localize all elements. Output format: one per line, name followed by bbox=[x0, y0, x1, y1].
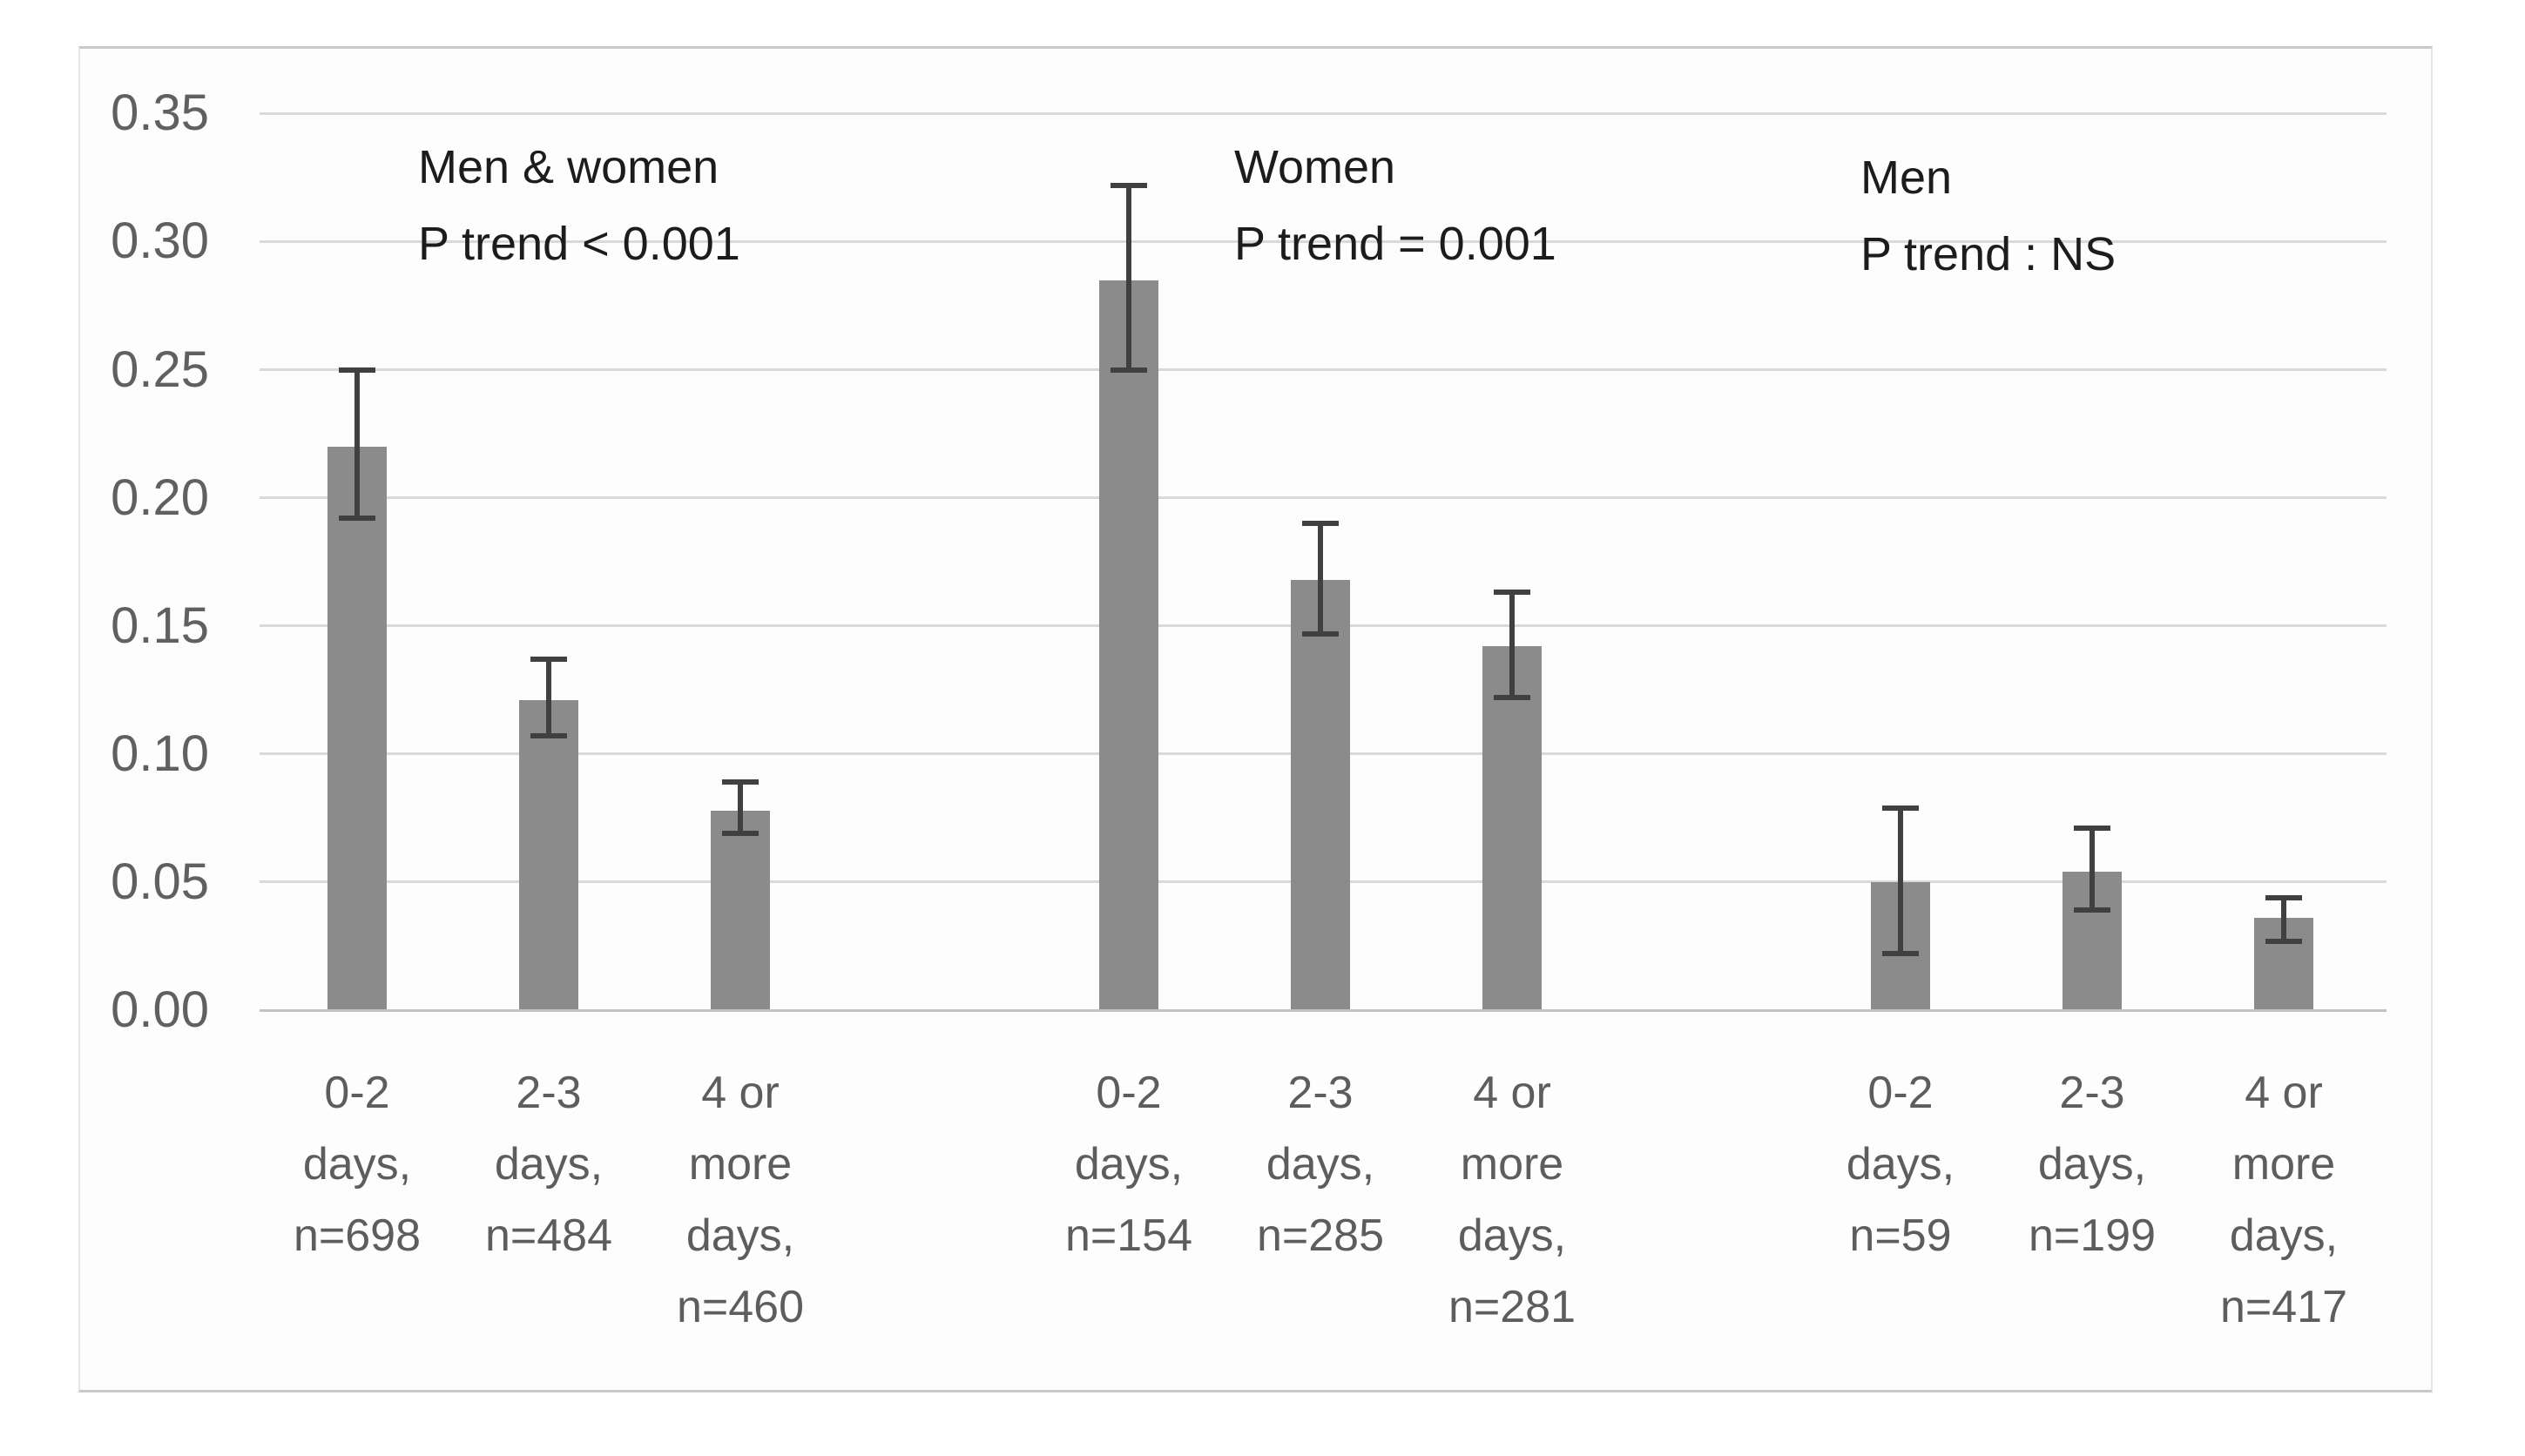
x-tick-label: 4 or more days, n=417 bbox=[2219, 1068, 2348, 1332]
p-trend-label: P trend < 0.001 bbox=[418, 218, 740, 270]
gridline bbox=[260, 496, 2387, 500]
error-bar-bottom-cap bbox=[1882, 951, 1919, 957]
group-annotation-women: Women P trend = 0.001 bbox=[1234, 129, 1556, 282]
p-trend-label: P trend = 0.001 bbox=[1234, 218, 1556, 270]
group-name-label: Men & women bbox=[418, 141, 719, 193]
error-bar-stem bbox=[1898, 807, 1903, 954]
y-tick-label: 0.00 bbox=[111, 981, 209, 1038]
x-tick-label: 4 or more days, n=460 bbox=[676, 1068, 805, 1332]
error-bar-bottom-cap bbox=[530, 733, 567, 739]
error-bar-stem bbox=[1126, 185, 1131, 370]
y-tick-label: 0.10 bbox=[111, 725, 209, 782]
error-bar-stem bbox=[1509, 592, 1515, 698]
x-tick-label: 2-3 days, n=484 bbox=[484, 1068, 613, 1261]
x-tick-label: 4 or more days, n=281 bbox=[1448, 1068, 1576, 1332]
x-tick-label: 2-3 days, n=285 bbox=[1256, 1068, 1385, 1261]
error-bar-stem bbox=[1318, 523, 1323, 634]
error-bar-top-cap bbox=[1111, 182, 1147, 188]
gridline bbox=[260, 239, 2387, 243]
p-trend-label: P trend : NS bbox=[1860, 228, 2117, 280]
y-tick-label: 0.35 bbox=[111, 84, 209, 142]
error-bar-top-cap bbox=[339, 367, 375, 373]
error-bar-stem bbox=[354, 369, 360, 519]
gridline bbox=[260, 368, 2387, 371]
bar bbox=[519, 700, 578, 1010]
x-tick-label: 0-2 days, n=698 bbox=[293, 1068, 422, 1261]
error-bar-stem bbox=[546, 658, 551, 737]
bar bbox=[1482, 646, 1542, 1010]
error-bar-bottom-cap bbox=[2265, 938, 2302, 944]
error-bar-stem bbox=[2090, 828, 2095, 911]
y-tick-label: 0.15 bbox=[111, 597, 209, 654]
chart-panel bbox=[78, 46, 2433, 1392]
error-bar-stem bbox=[738, 782, 743, 833]
error-bar-top-cap bbox=[722, 779, 759, 785]
group-annotation-men-and-women: Men & women P trend < 0.001 bbox=[418, 129, 740, 282]
group-annotation-men: Men P trend : NS bbox=[1860, 139, 2116, 293]
error-bar-stem bbox=[2281, 897, 2286, 941]
gridline bbox=[260, 111, 2387, 115]
error-bar-bottom-cap bbox=[1302, 630, 1339, 637]
error-bar-bottom-cap bbox=[1494, 695, 1530, 701]
error-bar-bottom-cap bbox=[1111, 367, 1147, 373]
error-bar-top-cap bbox=[1882, 805, 1919, 811]
bar bbox=[327, 446, 387, 1010]
error-bar-top-cap bbox=[1494, 590, 1530, 596]
bar bbox=[711, 810, 770, 1010]
x-axis-line bbox=[260, 1008, 2387, 1012]
error-bar-top-cap bbox=[1302, 521, 1339, 527]
y-tick-label: 0.30 bbox=[111, 212, 209, 270]
y-tick-label: 0.05 bbox=[111, 853, 209, 910]
y-tick-label: 0.25 bbox=[111, 340, 209, 398]
x-tick-label: 2-3 days, n=199 bbox=[2028, 1068, 2157, 1261]
group-name-label: Men bbox=[1860, 152, 1953, 204]
error-bar-bottom-cap bbox=[339, 516, 375, 522]
error-bar-top-cap bbox=[2074, 826, 2110, 832]
error-bar-top-cap bbox=[2265, 894, 2302, 900]
bar bbox=[1099, 280, 1158, 1010]
x-tick-label: 0-2 days, n=59 bbox=[1846, 1068, 1955, 1261]
error-bar-bottom-cap bbox=[2074, 907, 2110, 913]
error-bar-bottom-cap bbox=[722, 831, 759, 836]
y-tick-label: 0.20 bbox=[111, 468, 209, 526]
group-name-label: Women bbox=[1234, 141, 1396, 193]
bar bbox=[1291, 579, 1350, 1010]
error-bar-top-cap bbox=[530, 656, 567, 662]
x-tick-label: 0-2 days, n=154 bbox=[1064, 1068, 1193, 1261]
